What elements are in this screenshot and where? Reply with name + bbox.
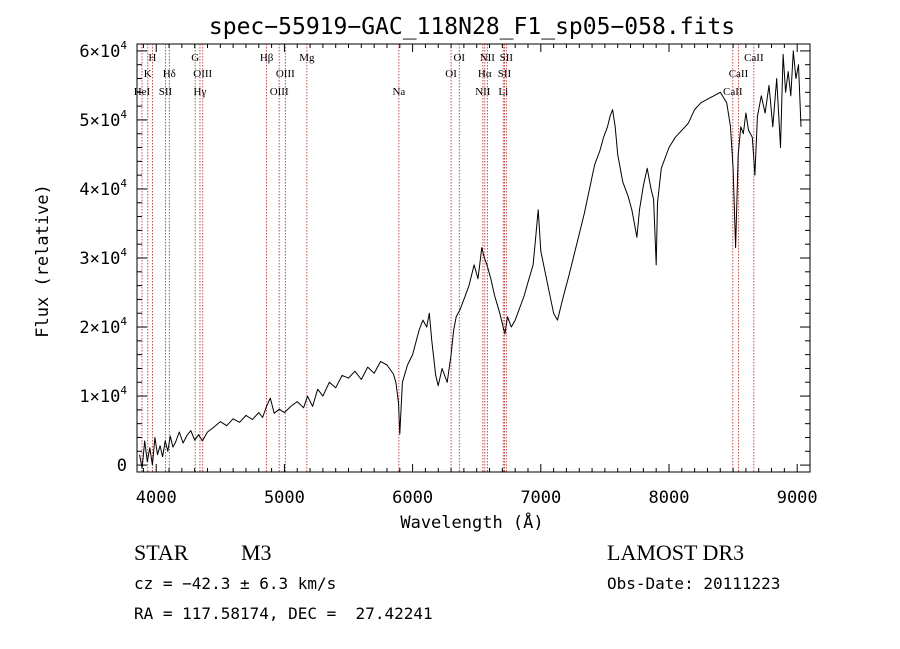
y-tick-mantissa-1: 1×10 (79, 387, 120, 407)
y-tick-label-2: 2×104 (79, 315, 127, 338)
x-axis: 4000 5000 6000 7000 8000 9000 (136, 44, 818, 508)
y-tick-mantissa-0: 0 (117, 456, 127, 476)
y-tick-mantissa-3: 3×10 (79, 249, 120, 269)
y-tick-exponent-6: 4 (120, 39, 127, 52)
line-label-15: NII (475, 86, 491, 98)
x-tick-label-4: 8000 (649, 488, 690, 508)
y-tick-label-5: 5×104 (79, 108, 127, 131)
x-tick-label-0: 4000 (136, 488, 177, 508)
spectrum-line (139, 50, 802, 469)
object-subclass: M3 (241, 540, 272, 565)
emission-line-markers (141, 44, 755, 472)
redshift-text: cz = −42.3 ± 6.3 km/s (134, 574, 336, 593)
observation-date: Obs-Date: 20111223 (607, 574, 780, 593)
line-label-17: NII (480, 52, 496, 64)
y-tick-exponent-1: 4 (120, 384, 127, 397)
y-tick-mantissa-6: 6×10 (79, 42, 120, 62)
y-tick-label-3: 3×104 (79, 246, 127, 269)
x-tick-label-2: 6000 (392, 488, 433, 508)
line-label-22: CaII (729, 68, 749, 80)
x-axis-label: Wavelength (Å) (400, 511, 543, 533)
line-label-0: HeI (134, 86, 151, 98)
y-tick-exponent-2: 4 (120, 315, 127, 328)
y-tick-label-4: 4×104 (79, 177, 127, 200)
line-label-14: OI (453, 52, 465, 64)
line-label-13: OI (445, 68, 457, 80)
y-tick-mantissa-2: 2×10 (79, 318, 120, 338)
line-label-18: Li (498, 86, 508, 98)
x-tick-label-5: 9000 (777, 488, 818, 508)
y-tick-label-6: 6×104 (79, 39, 127, 62)
line-label-4: Hδ (163, 68, 176, 80)
y-tick-exponent-4: 4 (120, 177, 127, 190)
line-label-8: Hβ (260, 52, 274, 64)
y-axis-label: Flux (relative) (33, 184, 53, 338)
y-tick-mantissa-4: 4×10 (79, 180, 120, 200)
line-label-6: Hγ (194, 86, 207, 98)
y-tick-exponent-5: 4 (120, 108, 127, 121)
line-label-1: K (144, 68, 152, 80)
y-tick-label-1: 1×104 (79, 384, 127, 407)
line-label-10: OIII (276, 68, 295, 80)
line-label-12: Na (392, 86, 405, 98)
plot-frame (136, 43, 811, 473)
line-label-5: G (191, 52, 199, 64)
line-label-9: OIII (270, 86, 289, 98)
line-label-16: Hα (478, 68, 492, 80)
line-label-7: OIII (193, 68, 212, 80)
coordinates-text: RA = 117.58174, DEC = 27.42241 (134, 604, 433, 623)
chart-title: spec−55919−GAC_118N28_F1_sp05−058.fits (209, 14, 735, 40)
object-class: STAR (134, 540, 189, 565)
survey-name: LAMOST DR3 (607, 540, 744, 565)
emission-line-labels: HeIKHSIIHδGHγOIIIHβOIIIOIIIMgNaOIOINIIHα… (134, 52, 764, 98)
line-label-3: SII (159, 86, 173, 98)
line-label-11: Mg (299, 52, 315, 64)
line-label-19: SII (498, 68, 512, 80)
x-tick-label-3: 7000 (520, 488, 561, 508)
spectrum-series (139, 50, 802, 469)
y-tick-exponent-3: 4 (120, 246, 127, 259)
y-tick-label-0: 0 (117, 456, 127, 476)
line-label-20: SII (500, 52, 514, 64)
line-label-2: H (148, 52, 156, 64)
line-label-21: CaII (723, 86, 743, 98)
x-tick-label-1: 5000 (264, 488, 305, 508)
y-tick-mantissa-5: 5×10 (79, 111, 120, 131)
line-label-23: CaII (744, 52, 764, 64)
